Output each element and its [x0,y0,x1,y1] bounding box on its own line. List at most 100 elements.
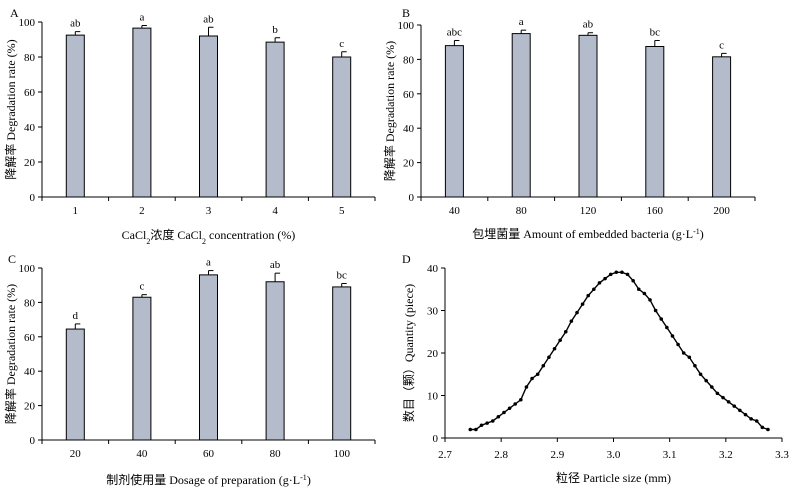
y-tick-label: 100 [398,20,415,32]
data-point [760,425,765,430]
data-point [519,397,523,402]
panel-letter: C [8,252,16,266]
y-tick-label: 0 [30,192,36,204]
x-tick-label: 160 [647,205,664,217]
x-tick-label: 1 [73,205,79,217]
y-tick-label: 80 [24,52,36,64]
y-tick-label: 10 [427,391,439,403]
significance-label: c [339,38,344,50]
x-tick-label: 2.7 [438,449,452,461]
significance-label: c [719,39,724,51]
data-point [721,395,725,400]
data-point [738,408,742,413]
bar [511,33,531,198]
x-axis-label: CaCl2浓度 CaCl2 concentration (%) [122,227,296,246]
data-point [715,391,720,396]
data-point [687,355,692,360]
y-axis-label: 降解率 Degradation rate (%) [3,284,18,424]
data-point [648,298,652,302]
data-point [468,427,473,432]
data-point [732,404,737,408]
x-tick-label: 60 [203,448,215,460]
bar [199,274,218,441]
y-tick-label: 20 [24,157,36,169]
data-point [479,423,484,428]
y-tick-label: 30 [427,306,439,318]
x-tick-label: 5 [339,205,345,217]
data-point [592,287,596,292]
y-tick-label: 40 [24,122,36,134]
bar [444,45,464,198]
y-tick-label: 0 [433,433,439,445]
significance-label: ab [270,259,281,271]
data-point [563,329,568,334]
significance-label: ab [203,13,214,25]
x-tick-label: 3.1 [663,449,677,461]
bar [332,56,352,198]
bar [65,34,85,198]
x-tick-label: 80 [270,448,282,460]
axis-label-part: 包埋菌量 Amount of embedded bacteria (g·L [472,227,693,241]
series-line [470,271,769,431]
data-point [541,363,546,368]
data-point [490,419,495,423]
y-tick-label: 60 [24,87,36,99]
x-tick-label: 40 [136,448,148,460]
significance-label: abc [447,26,462,38]
y-tick-label: 20 [24,401,36,413]
bar [132,27,152,198]
data-point [726,400,731,404]
axis-label-part: CaCl [122,228,147,242]
y-axis-label: 降解率 Degradation rate (%) [3,39,18,179]
y-tick-label: 20 [427,348,439,360]
panel-letter: D [402,252,411,266]
data-point [496,414,501,419]
y-tick-label: 40 [427,263,439,275]
axis-label-part: -1 [300,473,307,482]
x-tick-label: 4 [272,205,278,217]
bar [578,34,598,198]
bar [265,281,285,441]
data-point [535,372,540,377]
significance-label: a [139,12,144,24]
data-point [659,317,664,321]
significance-label: bc [337,269,348,281]
data-point [754,419,759,423]
significance-label: b [272,24,278,36]
data-point [749,417,753,421]
data-point [653,308,658,313]
bar [332,286,352,441]
axis-label-part: concentration (%) [206,228,295,242]
data-point [743,412,748,417]
y-tick-label: 40 [403,123,415,135]
data-point [547,355,551,360]
data-point [558,338,562,343]
data-point [586,293,591,298]
axis-label-part: 2 [202,237,206,246]
significance-label: a [206,257,211,269]
x-axis-label: 制剂使用量 Dosage of preparation (g·L-1) [106,472,311,487]
data-point [597,281,602,285]
significance-label: ab [70,18,81,30]
x-tick-label: 80 [516,205,528,217]
data-point [631,278,635,283]
x-tick-label: 200 [713,205,730,217]
data-point [636,287,641,292]
axis-label-part: 浓度 CaCl [150,227,202,242]
data-point [569,319,574,323]
x-tick-label: 2.9 [550,449,564,461]
x-tick-label: 40 [449,205,461,217]
data-point [698,372,703,377]
data-point [552,346,557,351]
data-point [681,351,686,355]
x-tick-label: 20 [70,448,82,460]
y-axis-label: 数目（颗）Quantity (piece) [401,284,416,422]
data-point [513,402,518,406]
y-tick-label: 60 [24,332,36,344]
data-point [474,427,478,432]
data-point [693,363,697,368]
panel-letter: A [10,6,19,20]
data-point [670,334,675,338]
